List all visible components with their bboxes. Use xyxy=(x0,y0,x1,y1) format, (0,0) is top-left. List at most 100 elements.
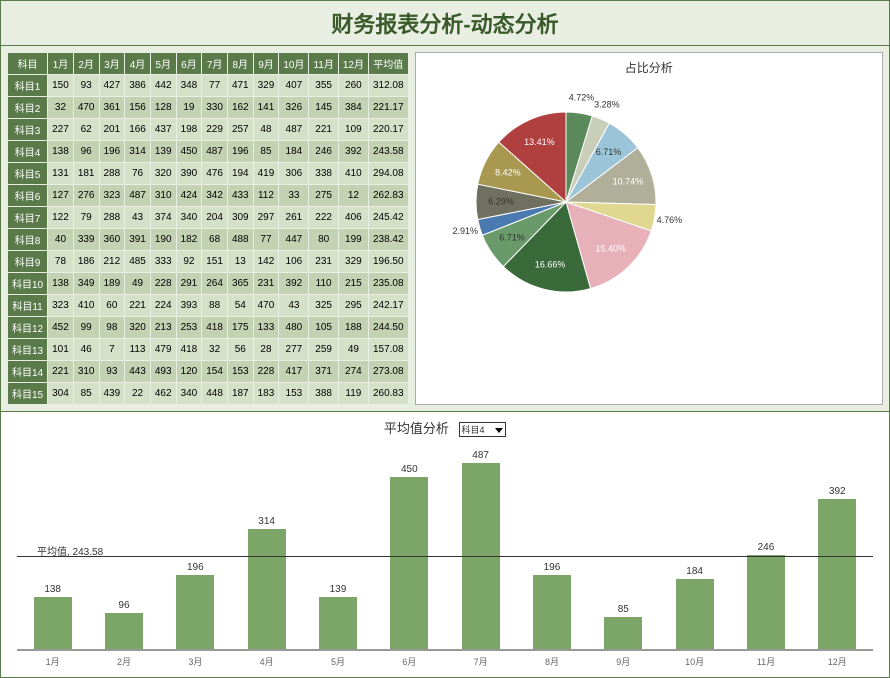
table-cell: 493 xyxy=(150,361,176,383)
bar xyxy=(390,477,428,650)
table-cell: 329 xyxy=(338,251,368,273)
table-cell: 68 xyxy=(202,229,228,251)
table-cell: 79 xyxy=(73,207,99,229)
row-header: 科目2 xyxy=(8,97,48,119)
table-cell: 452 xyxy=(48,317,74,339)
table-cell: 476 xyxy=(202,163,228,185)
bar-column: 39212月 xyxy=(802,486,873,650)
avg-cell: 312.08 xyxy=(368,75,408,97)
table-cell: 196 xyxy=(227,141,253,163)
table-cell: 32 xyxy=(48,97,74,119)
table-cell: 28 xyxy=(253,339,279,361)
table-header: 平均值 xyxy=(368,53,408,75)
table-cell: 407 xyxy=(279,75,309,97)
table-row: 科目840339360391190182684887744780199238.4… xyxy=(8,229,409,251)
chevron-down-icon xyxy=(495,428,503,433)
table-cell: 138 xyxy=(48,141,74,163)
bar-value: 487 xyxy=(472,450,489,461)
average-label: 平均值, 243.58 xyxy=(37,543,103,558)
bar-column: 24611月 xyxy=(730,542,801,650)
row-header: 科目9 xyxy=(8,251,48,273)
table-cell: 338 xyxy=(309,163,338,185)
table-cell: 56 xyxy=(227,339,253,361)
table-cell: 392 xyxy=(338,141,368,163)
bar-column: 1963月 xyxy=(160,562,231,650)
table-cell: 49 xyxy=(338,339,368,361)
table-cell: 181 xyxy=(73,163,99,185)
table-row: 科目1132341060221224393885447043325295242.… xyxy=(8,295,409,317)
table-cell: 442 xyxy=(150,75,176,97)
row-header: 科目4 xyxy=(8,141,48,163)
x-label: 4月 xyxy=(231,649,302,668)
table-cell: 447 xyxy=(279,229,309,251)
bar xyxy=(604,617,642,650)
table-cell: 154 xyxy=(202,361,228,383)
table-cell: 275 xyxy=(309,185,338,207)
table-cell: 320 xyxy=(125,317,151,339)
table-row: 科目14221310934434931201541532284173712742… xyxy=(8,361,409,383)
table-cell: 92 xyxy=(176,251,202,273)
table-cell: 150 xyxy=(48,75,74,97)
table-cell: 166 xyxy=(125,119,151,141)
table-cell: 485 xyxy=(125,251,151,273)
data-table: 科目1月2月3月4月5月6月7月8月9月10月11月12月平均值 科目11509… xyxy=(7,52,409,405)
table-cell: 194 xyxy=(227,163,253,185)
table-cell: 80 xyxy=(309,229,338,251)
bar-value: 184 xyxy=(686,566,703,577)
table-header: 11月 xyxy=(309,53,338,75)
table-cell: 190 xyxy=(150,229,176,251)
table-row: 科目41389619631413945048719685184246392243… xyxy=(8,141,409,163)
bar xyxy=(676,579,714,650)
table-cell: 186 xyxy=(73,251,99,273)
table-cell: 120 xyxy=(176,361,202,383)
table-cell: 188 xyxy=(338,317,368,339)
table-cell: 391 xyxy=(125,229,151,251)
table-header: 1月 xyxy=(48,53,74,75)
table-cell: 189 xyxy=(99,273,125,295)
table-cell: 62 xyxy=(73,119,99,141)
table-cell: 60 xyxy=(99,295,125,317)
pie-label: 6.71% xyxy=(499,233,525,243)
avg-cell: 273.08 xyxy=(368,361,408,383)
table-cell: 419 xyxy=(253,163,279,185)
avg-cell: 244.50 xyxy=(368,317,408,339)
table-cell: 221 xyxy=(309,119,338,141)
table-cell: 222 xyxy=(309,207,338,229)
table-cell: 330 xyxy=(202,97,228,119)
pie-label: 15.40% xyxy=(595,243,626,253)
table-cell: 410 xyxy=(338,163,368,185)
pie-label: 3.28% xyxy=(594,100,620,110)
table-cell: 417 xyxy=(279,361,309,383)
table-cell: 406 xyxy=(338,207,368,229)
table-cell: 156 xyxy=(125,97,151,119)
table-cell: 22 xyxy=(125,383,151,405)
table-row: 科目15304854392246234044818718315338811926… xyxy=(8,383,409,405)
bar xyxy=(747,555,785,650)
pie-label: 13.41% xyxy=(524,137,555,147)
table-row: 科目71227928843374340204309297261222406245… xyxy=(8,207,409,229)
table-cell: 93 xyxy=(99,361,125,383)
table-cell: 479 xyxy=(150,339,176,361)
table-cell: 138 xyxy=(48,273,74,295)
pie-label: 8.42% xyxy=(495,167,521,177)
table-header: 8月 xyxy=(227,53,253,75)
bar-column: 1395月 xyxy=(302,584,373,650)
pie-label: 6.29% xyxy=(488,196,514,206)
bar-chart: 1381月962月1963月3144月1395月4506月4877月1968月8… xyxy=(17,441,873,671)
selector-value: 科目4 xyxy=(462,425,485,435)
bar-column: 962月 xyxy=(88,600,159,650)
table-cell: 388 xyxy=(309,383,338,405)
table-cell: 384 xyxy=(338,97,368,119)
table-row: 科目61272763234873104243424331123327512262… xyxy=(8,185,409,207)
bar-column: 1381月 xyxy=(17,584,88,650)
table-cell: 85 xyxy=(253,141,279,163)
pie-label: 10.74% xyxy=(612,177,643,187)
table-header: 12月 xyxy=(338,53,368,75)
table-cell: 424 xyxy=(176,185,202,207)
table-cell: 113 xyxy=(125,339,151,361)
subject-selector[interactable]: 科目4 xyxy=(459,422,507,437)
table-cell: 105 xyxy=(309,317,338,339)
table-cell: 49 xyxy=(125,273,151,295)
table-cell: 139 xyxy=(150,141,176,163)
table-cell: 480 xyxy=(279,317,309,339)
